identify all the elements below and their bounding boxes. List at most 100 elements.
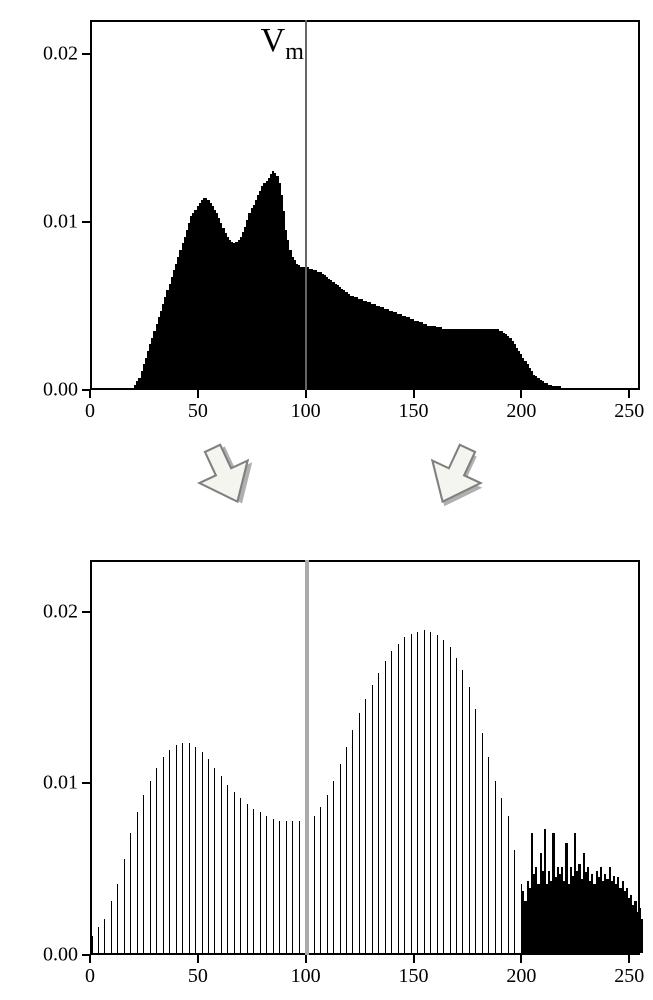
histogram-bar: [501, 798, 502, 953]
vm-label-sub: m: [285, 39, 304, 65]
histogram-bar: [176, 745, 177, 953]
x-tick: [628, 390, 630, 398]
x-tick-label: 150: [399, 965, 429, 988]
top-threshold-line: [305, 20, 307, 390]
x-tick: [197, 390, 199, 398]
vm-label-main: V: [261, 22, 286, 59]
histogram-bar: [340, 764, 341, 953]
histogram-bar: [137, 812, 138, 953]
histogram-bar: [417, 632, 418, 953]
vm-threshold-label: Vm: [261, 22, 304, 66]
histogram-bar: [156, 768, 157, 953]
histogram-bar: [495, 781, 496, 953]
histogram-bar: [391, 651, 392, 953]
x-tick: [197, 955, 199, 963]
x-tick: [628, 955, 630, 963]
histogram-bar: [462, 670, 463, 953]
histogram-bar: [221, 776, 222, 953]
histogram-bar: [424, 630, 425, 953]
x-tick-label: 0: [85, 400, 95, 423]
x-tick-label: 200: [506, 400, 536, 423]
x-tick-label: 100: [291, 965, 321, 988]
histogram-bar: [333, 781, 334, 953]
histogram-bar: [488, 757, 489, 953]
histogram-bar: [143, 795, 144, 953]
histogram-bar: [314, 816, 315, 953]
histogram-bar: [443, 640, 444, 953]
histogram-bar: [469, 687, 470, 953]
histogram-bar: [124, 859, 125, 953]
histogram-bar: [227, 785, 228, 953]
y-tick-label: 0.01: [43, 210, 78, 233]
histogram-bar: [247, 804, 248, 953]
bottom-histogram-plot: [90, 560, 640, 955]
y-tick-label: 0.02: [43, 600, 78, 623]
histogram-bar: [260, 812, 261, 953]
histogram-bar: [508, 816, 509, 953]
transform-arrow-left: [178, 428, 271, 521]
y-tick: [82, 954, 90, 956]
histogram-bar: [202, 752, 203, 953]
histogram-bar: [359, 713, 360, 953]
x-tick-label: 250: [614, 400, 644, 423]
histogram-bar: [365, 699, 366, 953]
x-tick: [413, 955, 415, 963]
histogram-bar: [253, 809, 254, 953]
x-tick-label: 200: [506, 965, 536, 988]
y-tick: [82, 389, 90, 391]
histogram-bar: [273, 819, 274, 953]
histogram-bar: [482, 733, 483, 953]
y-tick: [82, 611, 90, 613]
histogram-bar: [411, 634, 412, 953]
histogram-bar: [240, 798, 241, 953]
x-tick: [89, 390, 91, 398]
bottom-threshold-line: [305, 560, 309, 955]
y-tick-label: 0.00: [43, 944, 78, 967]
x-tick: [520, 955, 522, 963]
histogram-bar: [299, 821, 300, 953]
histogram-bar: [104, 919, 105, 953]
histogram-bar: [346, 747, 347, 953]
y-tick-label: 0.02: [43, 42, 78, 65]
histogram-bar: [378, 673, 379, 953]
x-tick-label: 150: [399, 400, 429, 423]
histogram-bar: [456, 658, 457, 953]
histogram-bar: [450, 647, 451, 953]
histogram-bar: [266, 816, 267, 953]
histogram-bar: [195, 747, 196, 953]
histogram-bar: [208, 759, 209, 953]
histogram-bar: [385, 661, 386, 953]
x-tick: [413, 390, 415, 398]
histogram-bar: [163, 757, 164, 953]
x-tick-label: 50: [188, 965, 208, 988]
histogram-bar: [111, 901, 112, 953]
histogram-bar: [150, 781, 151, 953]
figure-container: 050100150200250 0.000.010.02 Vm 05010015…: [0, 0, 653, 1000]
histogram-bar: [182, 743, 183, 953]
y-tick-label: 0.01: [43, 772, 78, 795]
x-tick: [89, 955, 91, 963]
x-tick-label: 250: [614, 965, 644, 988]
histogram-bar: [404, 637, 405, 953]
transform-arrow-right: [408, 428, 501, 521]
histogram-bar: [130, 833, 131, 953]
histogram-bar: [430, 632, 431, 953]
histogram-bar: [292, 821, 293, 953]
histogram-bar: [279, 821, 280, 953]
x-tick-label: 0: [85, 965, 95, 988]
y-tick: [82, 53, 90, 55]
histogram-bar: [189, 743, 190, 953]
histogram-bar: [117, 884, 118, 953]
histogram-bar: [514, 850, 515, 953]
histogram-bar: [372, 685, 373, 953]
histogram-bar: [234, 792, 235, 953]
histogram-bar: [398, 644, 399, 953]
y-tick-label: 0.00: [43, 379, 78, 402]
histogram-bar: [475, 709, 476, 953]
histogram-bar: [98, 927, 99, 953]
histogram-bar: [286, 821, 287, 953]
y-tick: [82, 221, 90, 223]
histogram-bar: [320, 807, 321, 953]
histogram-bar: [214, 768, 215, 953]
y-tick: [82, 782, 90, 784]
